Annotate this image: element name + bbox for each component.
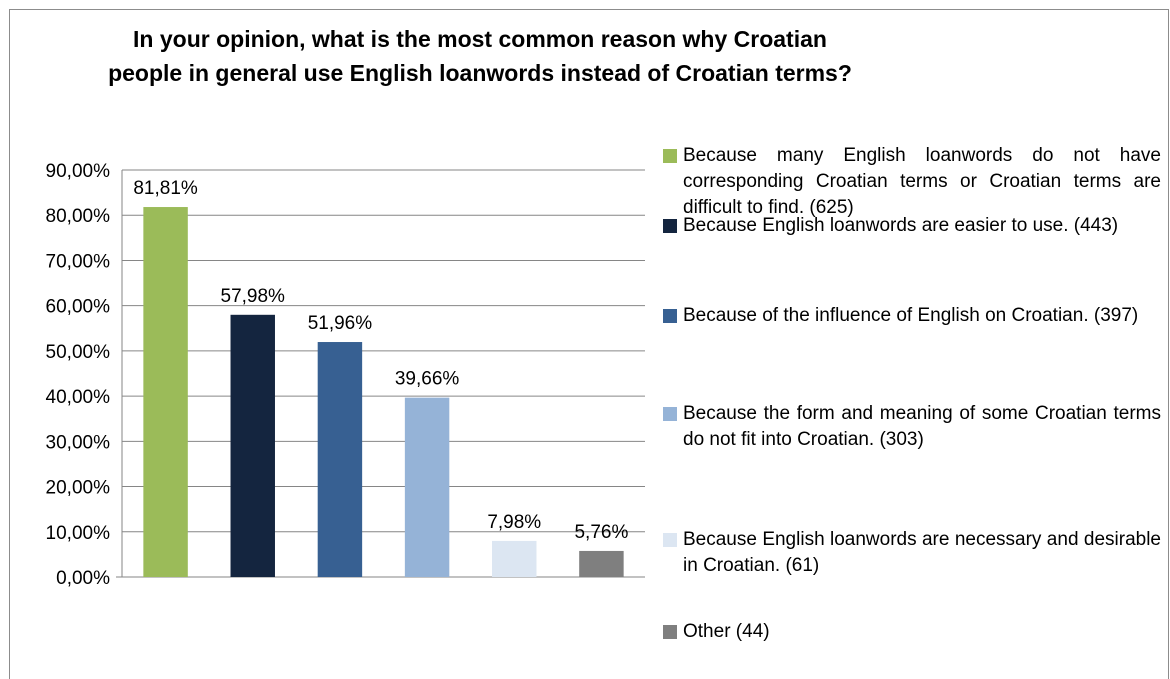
legend-item: Because English loanwords are easier to … [663, 213, 1163, 239]
legend-item: Because English loanwords are necessary … [663, 527, 1163, 579]
legend-swatch [663, 309, 677, 323]
legend-swatch [663, 533, 677, 547]
legend-label: Because English loanwords are necessary … [683, 529, 1161, 576]
data-label: 7,98% [487, 512, 541, 533]
bar [143, 207, 188, 578]
legend-label: Other (44) [683, 621, 770, 642]
bars [143, 207, 624, 578]
data-label: 51,96% [308, 313, 373, 334]
legend-swatch [663, 407, 677, 421]
legend-item: Because many English loanwords do not ha… [663, 143, 1163, 221]
y-tick-label: 20,00% [46, 478, 111, 499]
y-tick-label: 30,00% [46, 432, 111, 453]
chart-title: In your opinion, what is the most common… [108, 26, 852, 86]
legend-swatch [663, 149, 677, 163]
bar [579, 550, 624, 577]
data-label: 39,66% [395, 369, 460, 390]
legend-label: Because English loanwords are easier to … [683, 215, 1119, 236]
legend-label: Because many English loanwords do not ha… [683, 145, 1161, 218]
y-tick-label: 90,00% [46, 161, 111, 182]
grid-lines [116, 169, 645, 578]
y-tick-label: 80,00% [46, 206, 111, 227]
bar [230, 314, 275, 577]
legend-swatch [663, 219, 677, 233]
bar [492, 540, 537, 577]
y-tick-label: 60,00% [46, 297, 111, 318]
legend-label: Because of the influence of English on C… [683, 305, 1139, 326]
bar [317, 342, 363, 577]
y-tick-label: 10,00% [46, 523, 111, 544]
legend-item: Other (44) [663, 619, 1163, 645]
y-tick-label: 40,00% [46, 387, 111, 408]
y-tick-label: 70,00% [46, 251, 111, 272]
bar-chart: 0,00% 10,00% 20,00% 30,00% 40,00% 50,00% 60,00… [46, 161, 645, 589]
legend-label: Because the form and meaning of some Cro… [683, 403, 1161, 450]
legend-item: Because of the influence of English on C… [663, 303, 1163, 329]
legend-item: Because the form and meaning of some Cro… [663, 401, 1163, 453]
legend-swatch [663, 625, 677, 639]
bar [404, 397, 450, 577]
data-label: 81,81% [133, 178, 198, 199]
y-axis-tick-labels: 0,00% 10,00% 20,00% 30,00% 40,00% 50,00% 60,00… [46, 161, 111, 589]
y-tick-label: 50,00% [46, 342, 111, 363]
y-tick-label: 0,00% [56, 568, 110, 589]
data-label: 5,76% [574, 522, 628, 543]
data-labels: 81,81% 57,98% 51,96% 39,66% 7,98% 5,76% [133, 178, 628, 543]
data-label: 57,98% [221, 286, 286, 307]
